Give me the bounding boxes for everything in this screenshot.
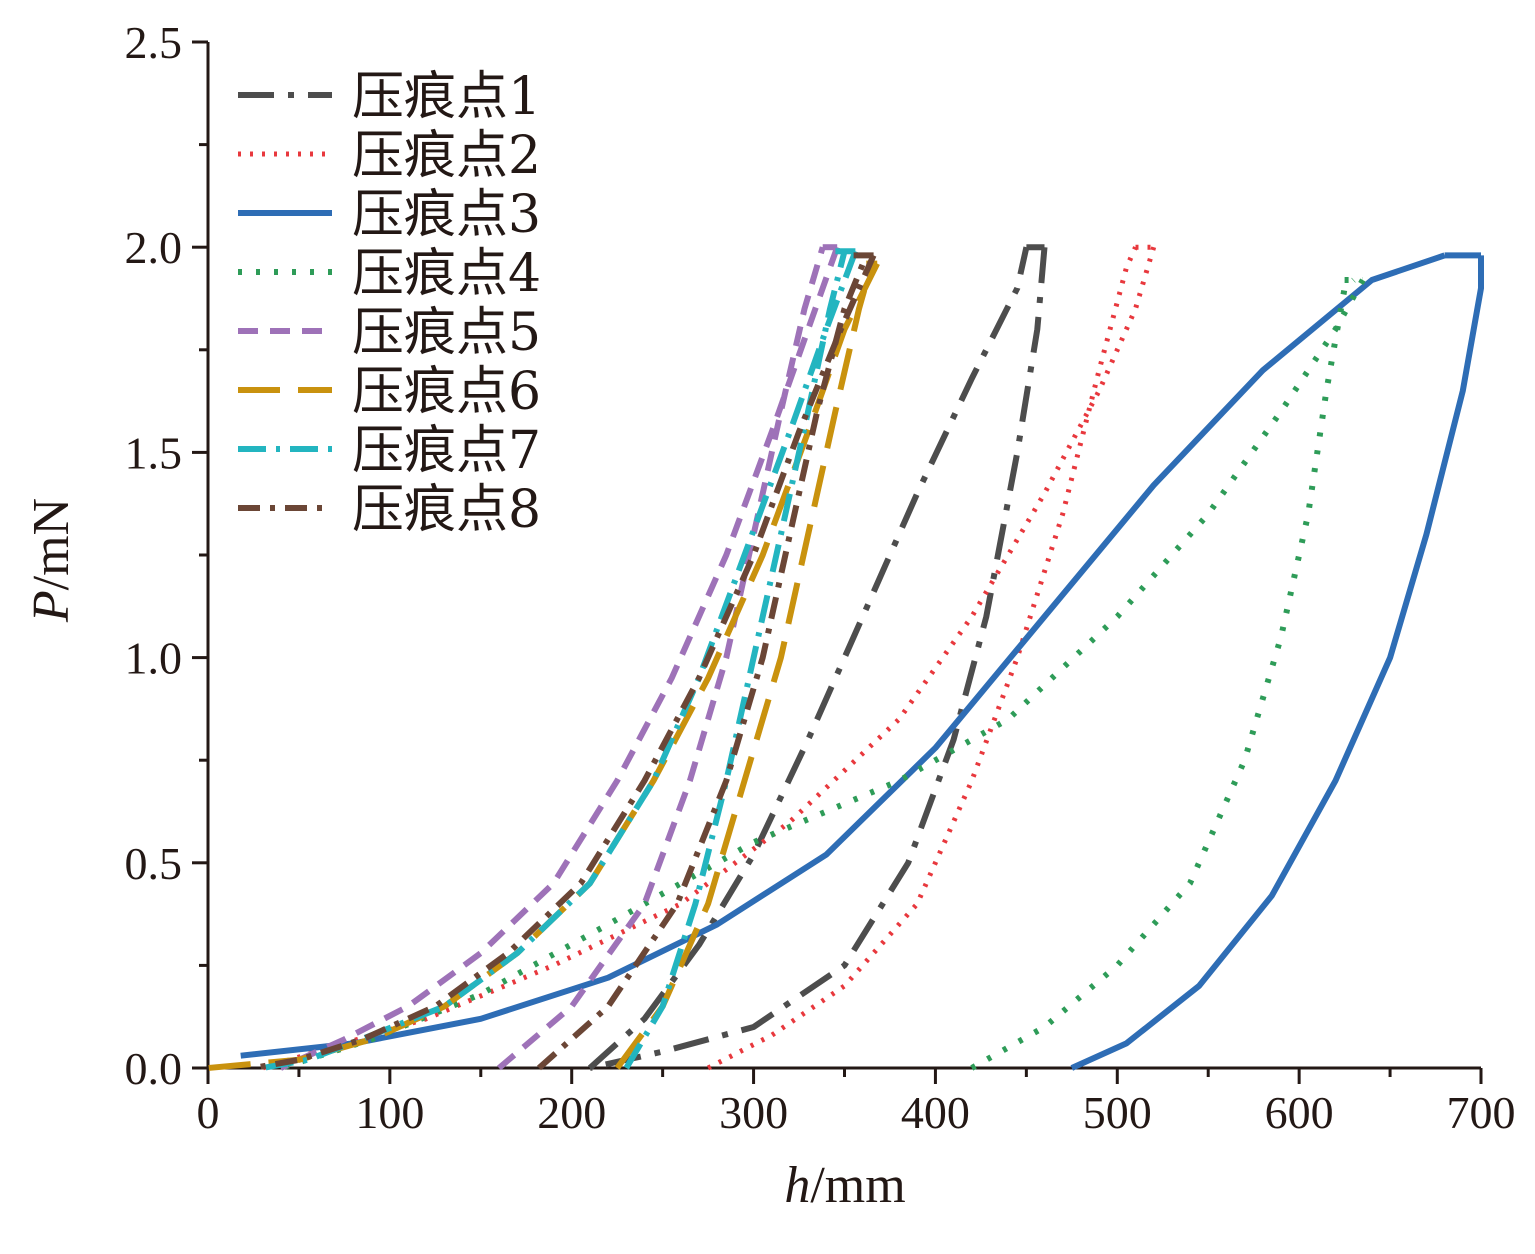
series-2: [261, 244, 1157, 1071]
legend-label: 压痕点4: [352, 244, 541, 304]
series-6-loading-curve: [614, 262, 875, 1070]
legend-label: 压痕点6: [352, 362, 541, 422]
legend-item-1: 压痕点1: [238, 67, 541, 127]
x-tick-label: 200: [537, 1087, 606, 1138]
x-tick-label: 0: [197, 1087, 220, 1138]
series-5-unloading-curve: [279, 246, 841, 1071]
series-3-loading-curve: [240, 252, 1446, 1059]
y-tick-label: 1.5: [125, 427, 183, 478]
axes: 0 100 200 300 400 500 600 700 0.0 0.5 1.0 1.5 2.0 2.5: [125, 17, 1516, 1138]
legend-label: 压痕点1: [352, 67, 541, 127]
x-axis-variable: h: [784, 1157, 810, 1214]
x-axis-unit: /mm: [810, 1157, 905, 1214]
x-tick-label: 500: [1083, 1087, 1152, 1138]
series-7-loading-curve: [623, 250, 848, 1070]
series-4: [279, 277, 1366, 1071]
x-tick-label: 700: [1447, 1087, 1516, 1138]
y-tick-label: 0.0: [125, 1043, 183, 1094]
series-5-loading-curve: [497, 246, 826, 1071]
y-axis-variable: P: [23, 590, 80, 623]
legend-label: 压痕点2: [352, 126, 541, 186]
series-5: [279, 244, 841, 1071]
series-3-unloading-curve: [1070, 255, 1484, 1071]
series-7: [262, 248, 859, 1071]
series-8-unloading-curve: [252, 254, 877, 1071]
x-tick-label: 100: [355, 1087, 424, 1138]
series-1-loading-curve: [587, 246, 1030, 1071]
series-1-unloading-curve: [589, 246, 1048, 1071]
series-4-unloading-curve: [279, 278, 1366, 1071]
legend-item-7: 压痕点7: [238, 421, 541, 481]
series-2-unloading-curve: [261, 246, 1157, 1071]
series-4-loading-curve: [970, 277, 1356, 1071]
y-tick-label: 2.0: [125, 222, 183, 273]
series-3: [240, 252, 1484, 1071]
legend-item-6: 压痕点6: [238, 362, 541, 422]
legend-item-3: 压痕点3: [238, 185, 541, 245]
legend-label: 压痕点8: [352, 480, 541, 540]
series-8: [252, 252, 877, 1071]
legend-item-8: 压痕点8: [238, 480, 541, 540]
x-axis-title: h/mm: [784, 1157, 905, 1214]
x-tick-label: 400: [901, 1087, 970, 1138]
legend-label: 压痕点3: [352, 185, 541, 245]
y-tick-label: 1.0: [125, 633, 183, 684]
series-1: [587, 244, 1048, 1071]
series-7-unloading-curve: [262, 250, 859, 1071]
x-tick-label: 300: [719, 1087, 788, 1138]
legend-item-2: 压痕点2: [238, 126, 541, 186]
series-2-loading-curve: [706, 246, 1138, 1071]
series-layer: [207, 244, 1484, 1071]
y-tick-label: 0.5: [125, 838, 183, 889]
y-tick-label: 2.5: [125, 17, 183, 68]
legend-label: 压痕点7: [352, 421, 541, 481]
legend-item-5: 压痕点5: [238, 303, 541, 363]
series-6: [207, 260, 880, 1071]
legend-label: 压痕点5: [352, 303, 541, 363]
y-axis-unit: /mN: [23, 498, 80, 590]
legend-item-4: 压痕点4: [238, 244, 541, 304]
y-axis-title: P/mN: [23, 498, 80, 623]
x-tick-label: 600: [1265, 1087, 1334, 1138]
